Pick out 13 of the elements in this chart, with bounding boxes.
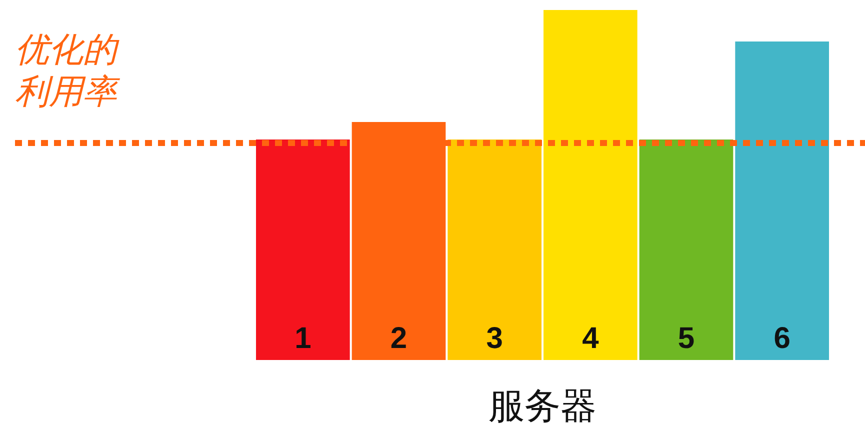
- x-tick-label: 4: [582, 322, 600, 355]
- x-tick-label: 1: [294, 322, 312, 355]
- x-axis-title: 服务器: [488, 386, 596, 427]
- x-tick-label: 2: [390, 322, 408, 355]
- x-tick-label: 6: [774, 322, 790, 355]
- bar: [735, 42, 829, 360]
- bar: [448, 140, 542, 360]
- ref-line-label: 优化的利用率: [15, 30, 121, 112]
- bar: [639, 140, 734, 360]
- x-tick-label: 3: [486, 322, 503, 355]
- bar: [544, 10, 638, 360]
- bar: [256, 140, 350, 360]
- x-tick-label: 5: [678, 322, 695, 355]
